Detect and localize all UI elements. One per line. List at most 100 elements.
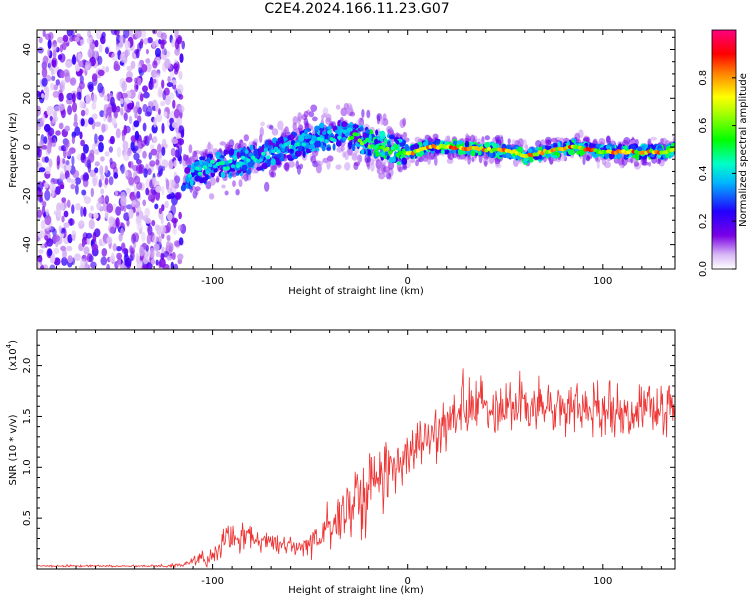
heatmap-cell: [260, 121, 265, 127]
heatmap-cell: [605, 144, 611, 150]
heatmap-cell: [128, 161, 134, 169]
heatmap-cell: [120, 92, 128, 99]
heatmap-cell: [301, 142, 307, 147]
heatmap-cell: [306, 148, 310, 154]
colorbar-tick-label: 0.2: [698, 213, 709, 229]
heatmap-cell: [96, 30, 102, 40]
heatmap-cell: [428, 141, 432, 146]
heatmap-cell: [88, 212, 93, 219]
heatmap-cell: [98, 142, 104, 153]
heatmap-cell: [145, 48, 149, 55]
heatmap-cell: [91, 243, 99, 251]
heatmap-cell: [136, 181, 143, 190]
heatmap-cell: [52, 90, 60, 98]
heatmap-cell: [154, 203, 159, 210]
heatmap-cell: [545, 139, 552, 146]
heatmap-cell: [174, 30, 179, 39]
heatmap-cell: [136, 215, 141, 224]
y-tick-label: -40: [22, 236, 33, 252]
heatmap-cell: [167, 187, 173, 194]
heatmap-cell: [148, 133, 153, 141]
heatmap-cell: [71, 155, 75, 166]
heatmap-cell: [121, 81, 127, 92]
heatmap-cell: [134, 30, 142, 39]
heatmap-cell: [367, 149, 372, 156]
heatmap-cell: [63, 164, 67, 173]
heatmap-cell: [61, 197, 67, 203]
heatmap-cell: [365, 137, 370, 142]
heatmap-cell: [228, 159, 233, 164]
heatmap-cell: [355, 132, 360, 137]
heatmap-cell: [126, 127, 130, 133]
heatmap-cell: [125, 187, 131, 194]
heatmap-cell: [45, 86, 50, 96]
heatmap-cell: [220, 171, 226, 178]
heatmap-cell: [104, 211, 109, 219]
heatmap-cell: [185, 177, 190, 182]
heatmap-cell: [251, 155, 256, 160]
heatmap-cell: [375, 129, 379, 136]
heatmap-cell: [111, 104, 117, 113]
heatmap-cell: [97, 69, 105, 77]
heatmap-cell: [59, 173, 66, 181]
heatmap-cell: [110, 96, 115, 107]
heatmap-cell: [249, 144, 254, 151]
heatmap-cell: [81, 240, 86, 248]
heatmap-cell: [50, 253, 56, 264]
heatmap-cell: [484, 141, 491, 148]
heatmap-cell: [43, 264, 49, 269]
heatmap-cell: [37, 145, 41, 156]
heatmap-cell: [139, 246, 145, 257]
heatmap-cell: [155, 259, 159, 266]
heatmap-cell: [344, 150, 349, 161]
heatmap-cell: [148, 152, 152, 160]
y-tick-label: 40: [22, 43, 33, 56]
heatmap-cell: [189, 178, 194, 187]
heatmap-cell: [213, 167, 218, 173]
heatmap-cell: [142, 85, 148, 93]
heatmap-cell: [66, 30, 73, 37]
heatmap-cell: [162, 90, 166, 101]
heatmap-cell: [168, 159, 174, 170]
heatmap-cell: [348, 144, 352, 150]
heatmap-cell: [155, 251, 161, 258]
heatmap-cell: [522, 139, 527, 149]
heatmap-cell: [298, 134, 305, 142]
heatmap-cell: [37, 123, 42, 131]
heatmap-cell: [370, 162, 375, 172]
heatmap-cell: [199, 156, 206, 161]
spectrogram-x-ticks: -100 0 100: [56, 30, 662, 287]
heatmap-cell: [348, 104, 353, 111]
heatmap-cell: [305, 142, 310, 149]
heatmap-cell: [268, 139, 273, 146]
heatmap-cell: [263, 148, 269, 153]
heatmap-cell: [133, 120, 140, 128]
heatmap-cell: [41, 144, 48, 150]
heatmap-cell: [312, 116, 318, 122]
heatmap-cell: [207, 157, 211, 162]
heatmap-cell: [85, 61, 89, 72]
heatmap-cell: [321, 145, 326, 152]
heatmap-cell: [156, 225, 162, 236]
heatmap-cell: [426, 154, 432, 160]
heatmap-cell: [128, 30, 133, 38]
heatmap-cell: [177, 253, 184, 261]
heatmap-cell: [71, 30, 75, 38]
heatmap-cell: [80, 258, 86, 267]
heatmap-cell: [166, 241, 170, 250]
heatmap-cell: [82, 144, 89, 154]
colorbar-tick-label: 0.6: [698, 118, 709, 134]
heatmap-cell: [140, 38, 144, 46]
heatmap-cell: [286, 141, 291, 146]
heatmap-cell: [240, 141, 245, 149]
heatmap-cell: [67, 255, 73, 264]
heatmap-cell: [557, 141, 561, 149]
heatmap-cell: [52, 49, 57, 58]
heatmap-cell: [137, 77, 142, 86]
heatmap-cell: [115, 44, 120, 52]
heatmap-cell: [97, 82, 104, 94]
heatmap-cell: [45, 208, 50, 216]
heatmap-cell: [172, 99, 176, 109]
heatmap-cell: [123, 124, 127, 136]
